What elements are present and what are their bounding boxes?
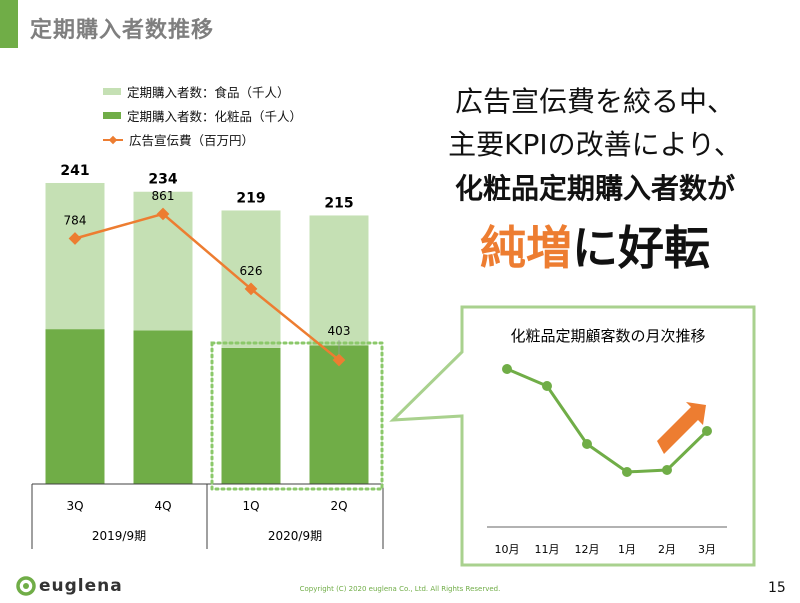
bar-total-label: 234 (148, 172, 177, 188)
legend-item-food: 定期購入者数：食品（千人） (103, 82, 290, 101)
group-label: 2019/9期 (92, 529, 146, 543)
monthly-point (702, 426, 712, 436)
monthly-point (582, 439, 592, 449)
monthly-x-label: 3月 (698, 543, 716, 556)
message-line-4: 純増に好転 (420, 212, 770, 278)
title-accent-bar (0, 0, 18, 48)
group-label: 2020/9期 (268, 529, 322, 543)
ad-spend-point (332, 353, 346, 367)
monthly-x-label: 1月 (618, 543, 636, 556)
x-tick-label: 1Q (242, 499, 259, 513)
monthly-point (622, 467, 632, 477)
x-tick-label: 4Q (154, 499, 171, 513)
logo-text: euglena (39, 576, 123, 596)
legend-line-marker-icon (103, 135, 123, 144)
ad-spend-label: 626 (240, 264, 263, 278)
monthly-chart-title: 化粧品定期顧客数の月次推移 (510, 327, 705, 345)
monthly-x-label: 10月 (495, 543, 520, 556)
callout-box (389, 305, 756, 567)
bar-food-3Q (45, 182, 105, 330)
monthly-point (662, 465, 672, 475)
euglena-swirl-icon (16, 576, 36, 596)
message-highlight: 純増 (480, 221, 572, 275)
legend-item-ad: 広告宣伝費（百万円） (103, 130, 254, 149)
monthly-line (506, 367, 709, 474)
ad-spend-label: 861 (152, 189, 175, 203)
monthly-x-label: 11月 (535, 543, 560, 556)
x-tick-label: 3Q (66, 499, 83, 513)
message-line-2: 主要KPIの改善により、 (448, 128, 742, 161)
ad-spend-point (244, 282, 258, 296)
legend-item-cosmetics: 定期購入者数：化粧品（千人） (103, 106, 302, 125)
bar-cosmetics-1Q (221, 347, 281, 484)
monthly-x-label: 12月 (575, 543, 600, 556)
copyright: Copyright (C) 2020 euglena Co., Ltd. All… (299, 585, 501, 593)
monthly-x-label: 2月 (658, 543, 676, 556)
legend-label: 定期購入者数：食品（千人） (127, 85, 290, 100)
bar-food-1Q (221, 210, 281, 348)
legend-label: 広告宣伝費（百万円） (129, 133, 255, 148)
bar-cosmetics-2Q (309, 345, 369, 484)
bar-total-label: 219 (236, 190, 265, 206)
x-tick-label: 2Q (330, 499, 347, 513)
ad-spend-line (74, 212, 340, 362)
bar-food-2Q (309, 215, 369, 346)
page-number: 15 (768, 580, 786, 596)
ad-spend-point (68, 232, 82, 245)
bar-cosmetics-3Q (45, 329, 105, 484)
highlight-box (210, 341, 384, 491)
legend-label: 定期購入者数：化粧品（千人） (127, 109, 303, 124)
monthly-point (542, 381, 552, 391)
legend-swatch-cosmetics (103, 112, 121, 119)
ad-spend-point (156, 207, 170, 221)
page-title: 定期購入者数推移 (30, 18, 215, 43)
message-rest: に好転 (572, 221, 710, 275)
legend-swatch-food (103, 88, 121, 95)
euglena-logo: euglena (16, 576, 123, 596)
message-line-1: 広告宣伝費を絞る中、 (454, 85, 735, 118)
bar-total-label: 241 (60, 163, 89, 179)
bar-cosmetics-4Q (133, 330, 193, 484)
monthly-point (502, 364, 512, 374)
up-arrow-icon (657, 402, 706, 454)
ad-spend-label: 403 (328, 324, 351, 338)
ad-spend-label: 784 (64, 214, 87, 228)
message-line-3: 化粧品定期購入者数が (454, 172, 735, 205)
bar-total-label: 215 (324, 195, 353, 211)
